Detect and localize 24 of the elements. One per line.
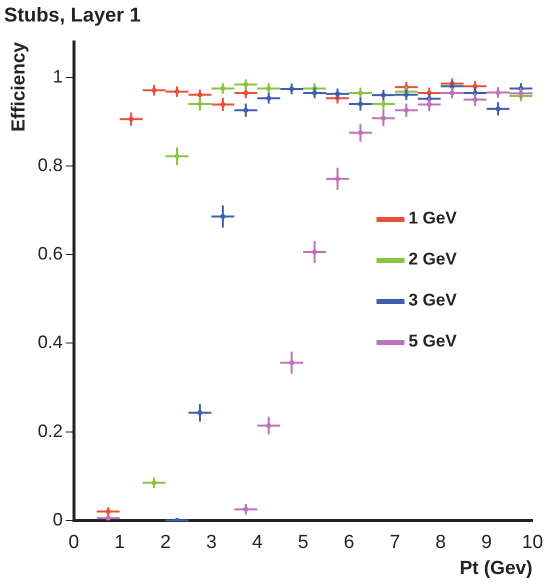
y-tick-label: 0.8	[38, 155, 63, 175]
legend-label: 3 GeV	[408, 290, 458, 310]
chart-title: Stubs, Layer 1	[4, 4, 141, 27]
legend-label: 5 GeV	[408, 332, 458, 351]
x-tick-label: 2	[160, 532, 171, 554]
y-tick-label: 1	[52, 66, 63, 86]
y-tick-label: 0	[52, 509, 63, 530]
x-tick-label: 1	[114, 532, 125, 554]
x-tick-label: 4	[252, 532, 263, 554]
x-tick-label: 3	[206, 532, 217, 554]
x-tick-label: 0	[68, 532, 80, 554]
legend-label: 2 GeV	[408, 250, 458, 269]
y-tick-label: 0.4	[38, 332, 63, 352]
legend-label: 1 GeV	[408, 208, 458, 228]
y-axis-title: Efficiency	[8, 42, 30, 132]
y-tick-label: 0.2	[38, 420, 63, 441]
x-tick-label: 5	[298, 532, 308, 554]
y-tick-label: 0.6	[38, 244, 63, 264]
x-tick-label: 6	[344, 532, 354, 554]
x-tick-label: 8	[435, 532, 446, 554]
x-axis-title: Pt (Gev)	[460, 558, 532, 579]
x-tick-label: 9	[481, 532, 492, 554]
x-tick-label: 10	[522, 532, 544, 554]
x-tick-label: 7	[390, 532, 400, 554]
